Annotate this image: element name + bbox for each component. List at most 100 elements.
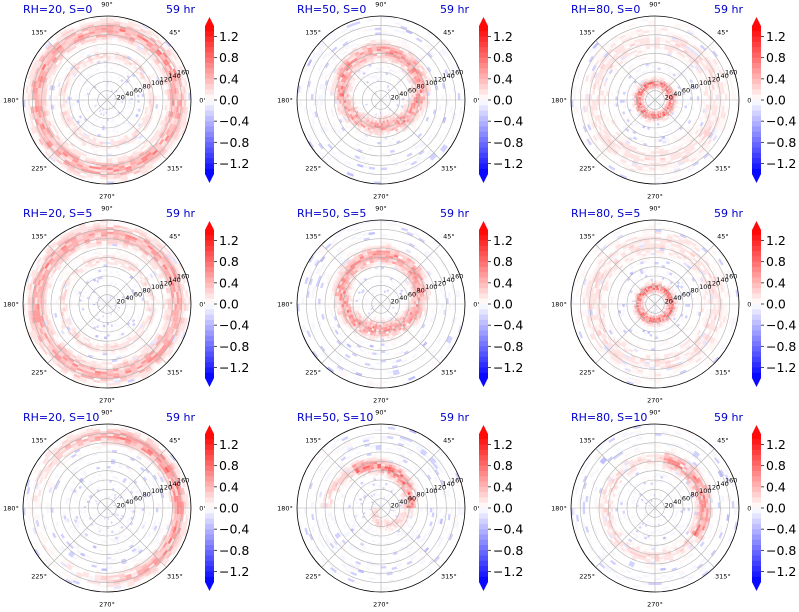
heatmap-cell — [691, 148, 697, 154]
heatmap-cell — [53, 50, 60, 57]
heatmap-cell — [712, 105, 716, 111]
heatmap-cell — [162, 59, 168, 67]
heatmap-cell — [47, 277, 53, 284]
heatmap-cell — [343, 43, 350, 49]
heatmap-cell — [663, 90, 666, 93]
heatmap-cell — [649, 86, 652, 90]
heatmap-cell — [375, 41, 381, 45]
heatmap-cell — [703, 76, 708, 82]
heatmap-cell — [420, 84, 424, 90]
heatmap-cell — [332, 78, 337, 84]
heatmap-cell — [378, 127, 381, 131]
heatmap-cell — [161, 115, 166, 121]
heatmap-cell — [425, 100, 428, 105]
colorbar-tick-label: 0.4 — [766, 71, 786, 86]
heatmap-cell — [143, 281, 148, 287]
heatmap-cell — [351, 83, 355, 88]
heatmap-cell — [661, 138, 666, 142]
heatmap-cell — [676, 38, 683, 43]
heatmap-cell — [139, 80, 143, 85]
heatmap-cell — [86, 265, 91, 270]
theta-tick-label: 45° — [169, 29, 181, 37]
heatmap-cell — [600, 119, 605, 125]
heatmap-cell — [107, 95, 110, 98]
heatmap-cell — [646, 109, 650, 113]
heatmap-cell — [115, 251, 121, 255]
heatmap-cell — [640, 116, 643, 120]
heatmap-cell — [47, 126, 53, 133]
heatmap-cell — [107, 229, 114, 232]
heatmap-cell — [615, 131, 621, 137]
heatmap-cell — [62, 142, 69, 149]
heatmap-cell — [147, 348, 154, 355]
heatmap-cell — [117, 261, 123, 265]
heatmap-cell — [166, 116, 171, 123]
heatmap-cell — [391, 57, 397, 61]
heatmap-cell — [674, 23, 683, 28]
heatmap-cell — [421, 115, 425, 120]
heatmap-cell — [648, 174, 655, 177]
heatmap-cell — [143, 117, 148, 123]
heatmap-cell — [123, 240, 130, 245]
heatmap-cell — [135, 268, 140, 273]
heatmap-cell — [67, 261, 73, 267]
heatmap-cell — [349, 82, 353, 87]
heatmap-cell — [96, 262, 101, 266]
heatmap-cell — [34, 322, 40, 330]
heatmap-cell — [84, 125, 89, 129]
colorbar-segment — [479, 36, 488, 43]
heatmap-cell — [77, 61, 82, 67]
heatmap-cell — [354, 130, 359, 135]
heatmap-cell — [673, 138, 679, 143]
heatmap-cell — [64, 275, 69, 281]
heatmap-cell — [649, 160, 655, 163]
heatmap-cell — [677, 146, 683, 151]
heatmap-cell — [663, 87, 667, 91]
heatmap-cell — [364, 114, 368, 118]
heatmap-cell — [638, 102, 642, 105]
heatmap-cell — [125, 138, 131, 143]
heatmap-cell — [340, 110, 344, 115]
heatmap-cell — [99, 141, 104, 145]
heatmap-cell — [46, 149, 53, 157]
heatmap-cell — [57, 361, 65, 368]
heatmap-cell — [28, 79, 33, 87]
heatmap-cell — [673, 103, 676, 106]
heatmap-cell — [342, 70, 348, 75]
heatmap-cell — [137, 100, 140, 103]
heatmap-cell — [74, 335, 79, 340]
heatmap-cell — [135, 145, 141, 151]
heatmap-cell — [67, 113, 72, 118]
heatmap-cell — [101, 273, 105, 277]
heatmap-cell — [145, 346, 152, 353]
heatmap-cell — [639, 139, 645, 143]
heatmap-cell — [60, 95, 63, 100]
heatmap-cell — [148, 334, 153, 340]
heatmap-cell — [93, 20, 101, 25]
heatmap-cell — [111, 98, 114, 100]
heatmap-cell — [419, 89, 423, 94]
heatmap-cell — [674, 92, 678, 95]
heatmap-cell — [336, 75, 341, 81]
heatmap-cell — [638, 101, 642, 103]
heatmap-cell — [41, 327, 46, 334]
heatmap-cell — [647, 119, 650, 123]
heatmap-cell — [394, 117, 398, 122]
heatmap-cell — [91, 261, 97, 265]
heatmap-cell — [147, 119, 152, 125]
heatmap-cell — [646, 106, 650, 109]
heatmap-cell — [108, 305, 111, 307]
heatmap-cell — [423, 69, 428, 75]
heatmap-cell — [418, 110, 422, 115]
heatmap-cell — [650, 108, 652, 111]
heatmap-cell — [589, 123, 594, 130]
heatmap-cell — [107, 158, 113, 161]
heatmap-cell — [133, 263, 139, 269]
heatmap-cell — [146, 164, 154, 171]
heatmap-cell — [402, 51, 408, 56]
heatmap-cell — [364, 126, 369, 130]
heatmap-cell — [634, 94, 637, 97]
heatmap-cell — [155, 58, 161, 64]
heatmap-cell — [573, 92, 576, 100]
heatmap-cell — [396, 140, 401, 144]
